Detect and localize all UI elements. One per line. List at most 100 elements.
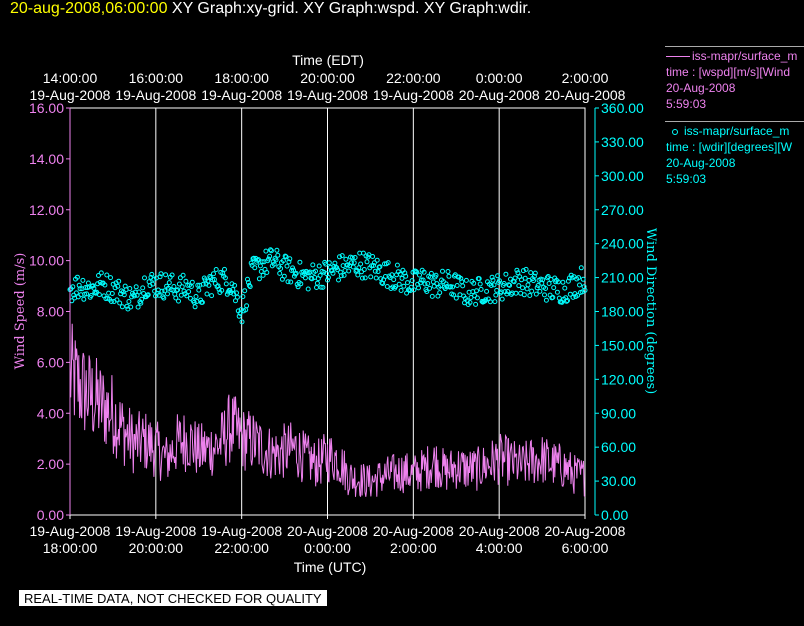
wind-direction-point [126,299,132,304]
wind-direction-point [409,278,415,284]
wind-direction-point [245,280,251,285]
wind-direction-point [108,299,114,304]
right-tick-label: 90.00 [601,405,636,421]
wind-direction-point [326,260,332,266]
wind-direction-point [140,285,146,291]
wind-direction-point [551,285,557,291]
bottom-tick-date: 20-Aug-2008 [459,523,540,539]
wind-direction-point [268,248,274,254]
wind-direction-point [176,298,181,304]
wind-direction-point [173,295,179,301]
wind-direction-point [252,265,258,271]
wind-direction-point [543,297,549,303]
graph-titles: XY Graph:xy-grid. XY Graph:wspd. XY Grap… [171,0,532,17]
wind-direction-point [258,269,264,274]
left-tick-label: 2.00 [37,456,64,472]
right-tick-label: 210.00 [601,270,644,286]
wind-direction-point [515,270,521,276]
wind-direction-point [352,255,358,260]
wind-direction-point [330,270,336,276]
wind-direction-point [337,254,342,260]
wind-direction-point [414,269,420,275]
wind-direction-point [487,299,493,305]
wind-direction-point [273,257,279,263]
wind-direction-point [204,291,210,297]
wind-direction-point [427,285,433,291]
bottom-axis-title: Time (UTC) [294,559,367,575]
legend-wspd-line3: 20-Aug-2008 [666,81,736,95]
wind-direction-point [467,300,473,305]
legend-wdir-line2: time : [wdir][degrees][W [666,140,793,154]
bottom-tick-date: 20-Aug-2008 [287,523,368,539]
wind-direction-point [320,284,326,290]
wind-direction-point [522,275,528,281]
wind-direction-point [171,284,177,289]
wind-direction-point [213,267,219,272]
wind-direction-point [195,282,201,288]
wind-direction-point [393,284,399,290]
wind-direction-point [350,264,356,270]
wind-direction-point [428,270,434,276]
top-tick-time: 22:00:00 [386,70,441,86]
wind-direction-point [96,273,101,278]
wind-direction-point [116,278,122,284]
wind-direction-point [193,294,199,299]
wind-direction-point [291,267,296,273]
top-tick-time: 20:00:00 [300,70,355,86]
bottom-tick-time: 6:00:00 [562,540,609,556]
wind-direction-point [139,296,145,302]
wind-direction-point [339,253,345,259]
wind-direction-point [365,254,371,260]
wind-direction-point [70,284,76,290]
wind-direction-point [310,262,316,268]
wind-direction-point [451,292,456,298]
wind-direction-point [263,248,269,254]
bottom-tick-time: 20:00:00 [129,540,184,556]
wind-direction-point [348,260,354,266]
wind-direction-point [550,294,556,300]
wind-direction-point [232,282,238,288]
wind-speed-line [69,323,586,497]
wind-direction-point [425,281,431,286]
wind-direction-point [512,275,518,281]
wind-direction-point [264,270,270,275]
wind-direction-point [543,286,548,291]
wind-direction-point [98,270,104,276]
wind-direction-point [474,295,480,301]
wind-direction-point [256,276,262,282]
right-tick-label: 60.00 [601,439,636,455]
wind-direction-point [489,274,495,280]
right-tick-label: 30.00 [601,473,636,489]
right-tick-label: 180.00 [601,304,644,320]
wind-direction-point [534,285,540,291]
wind-direction-point [437,290,443,296]
wind-direction-point [341,272,347,278]
wind-direction-point [240,294,246,300]
wind-direction-point [540,277,546,283]
wind-direction-point [256,257,261,263]
top-tick-date: 19-Aug-2008 [201,87,282,103]
top-tick-time: 2:00:00 [562,70,609,86]
wind-direction-point [104,272,110,278]
wind-direction-point [433,272,439,278]
legend-wind-speed: iss-mapr/surface_m time : [wspd][m/s][Wi… [665,46,804,112]
wind-direction-point [362,275,368,281]
bottom-tick-time: 4:00:00 [476,540,523,556]
wind-direction-point [391,277,397,283]
wind-direction-point [121,292,127,298]
wind-direction-point [385,260,391,266]
bottom-tick-date: 19-Aug-2008 [115,523,196,539]
wind-direction-point [209,293,215,299]
bottom-tick-date: 19-Aug-2008 [201,523,282,539]
wind-direction-point [80,277,86,283]
wind-direction-point [562,285,568,291]
wind-direction-point [453,295,459,301]
right-tick-label: 120.00 [601,371,644,387]
legend-wdir-line1: iss-mapr/surface_m [684,124,790,138]
wind-direction-point [127,286,133,291]
wind-direction-point [108,275,113,281]
wind-direction-point [325,275,331,280]
timestamp: 20-aug-2008,06:00:00 [10,0,168,17]
top-tick-date: 19-Aug-2008 [287,87,368,103]
wind-direction-point [159,288,165,294]
